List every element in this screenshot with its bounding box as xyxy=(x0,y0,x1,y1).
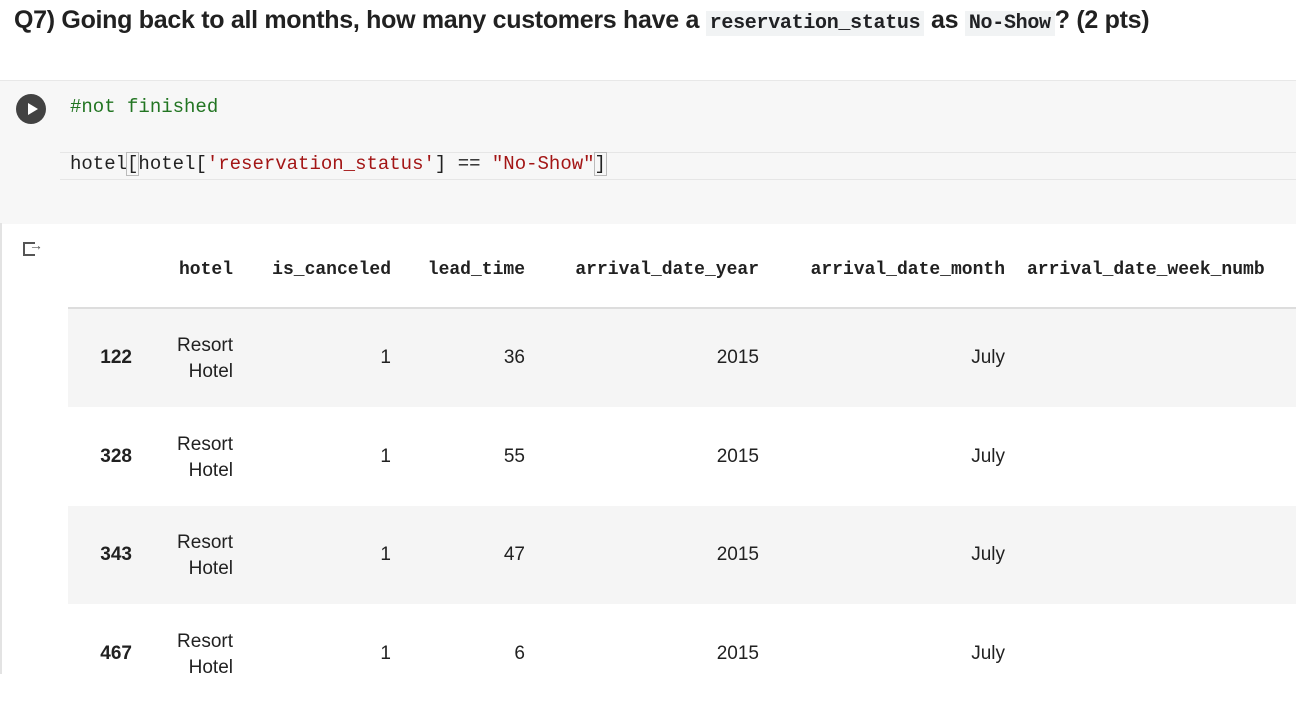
code-token: hotel xyxy=(138,153,196,175)
table-row xyxy=(68,309,1296,407)
row-index: 343 xyxy=(100,544,132,565)
table-row xyxy=(68,506,1296,604)
heading-text: ? (2 pts) xyxy=(1054,6,1150,34)
table-cell: Resort Hotel xyxy=(177,532,233,579)
table-cell: Resort Hotel xyxy=(177,335,233,382)
table-cell: July xyxy=(971,347,1005,368)
table-cell: 2015 xyxy=(716,642,759,664)
code-token: hotel xyxy=(70,153,128,175)
code-token: == xyxy=(446,153,492,175)
page: Q7) Going back to all months, how many c… xyxy=(0,0,1296,674)
row-index: 467 xyxy=(100,642,132,664)
column-header: arrival_date_month xyxy=(810,260,1005,280)
code-token: "No-Show" xyxy=(491,153,595,175)
code-token: [ xyxy=(125,152,140,176)
code-token: ] xyxy=(434,153,447,175)
table-cell: Resort Hotel xyxy=(177,630,233,678)
table-cell: 6 xyxy=(514,642,525,664)
code-line: hotel[hotel['reservation_status'] == "No… xyxy=(70,152,607,176)
table-cell: 2015 xyxy=(716,544,759,565)
table-cell: 2015 xyxy=(716,347,759,368)
column-header: is_canceled xyxy=(272,260,391,280)
table-cell: 1 xyxy=(380,347,391,368)
table-cell: July xyxy=(971,544,1005,565)
table-cell: 2015 xyxy=(716,445,759,467)
heading-code: reservation_status xyxy=(705,11,925,36)
run-button[interactable] xyxy=(16,94,46,124)
table-row xyxy=(68,604,1296,703)
table-cell: 36 xyxy=(503,347,525,368)
code-token: 'reservation_status' xyxy=(206,153,435,175)
row-index: 328 xyxy=(100,445,132,467)
table-cell: 55 xyxy=(503,445,525,467)
column-header: lead_time xyxy=(427,260,525,280)
table-cell: 1 xyxy=(380,445,391,467)
heading-code: No-Show xyxy=(964,11,1055,36)
table-cell: 47 xyxy=(503,544,525,565)
code-token: [ xyxy=(195,153,207,175)
table-cell: 1 xyxy=(380,642,391,664)
table-cell: July xyxy=(971,642,1005,664)
table-row xyxy=(68,407,1296,506)
code-token: ] xyxy=(593,152,607,176)
column-header: arrival_date_year xyxy=(575,260,759,280)
heading-text: Q7) Going back to all months, how many c… xyxy=(14,6,706,34)
table-cell: Resort Hotel xyxy=(177,433,233,481)
heading-text: as xyxy=(924,6,965,34)
output-rule xyxy=(0,223,2,674)
header-rule xyxy=(68,307,1296,309)
table-cell: July xyxy=(971,445,1005,467)
row-index: 122 xyxy=(100,347,132,368)
column-header: arrival_date_week_numb xyxy=(1027,260,1265,280)
table-cell: 1 xyxy=(380,544,391,565)
output-icon[interactable] xyxy=(23,237,43,256)
editor-line xyxy=(60,152,1296,180)
column-header: hotel xyxy=(178,260,233,280)
code-comment: #not finished xyxy=(70,96,219,118)
question-heading: Q7) Going back to all months, how many c… xyxy=(14,6,1150,36)
